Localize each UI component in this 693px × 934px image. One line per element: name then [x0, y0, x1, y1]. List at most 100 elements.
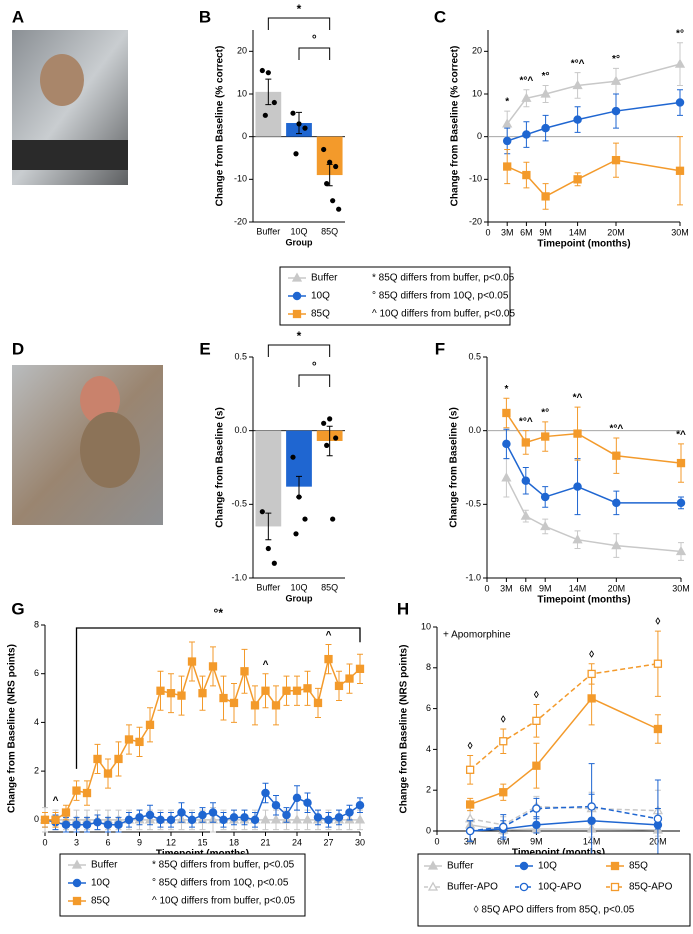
significance-label: ° — [312, 359, 317, 373]
marker — [540, 492, 550, 502]
marker — [610, 75, 622, 85]
marker — [313, 813, 323, 822]
marker — [334, 681, 344, 691]
marker — [573, 482, 582, 491]
marker — [611, 106, 621, 116]
marker — [156, 686, 165, 695]
marker — [612, 498, 621, 508]
y-tick-label: 20 — [472, 46, 482, 56]
x-tick-label: 3M — [500, 583, 513, 593]
marker — [61, 808, 71, 817]
significance-label: * — [297, 2, 302, 16]
point — [330, 198, 336, 204]
legend-note: ^ 10Q differs from buffer, p<0.05 — [372, 309, 515, 320]
x-tick-label: 0 — [42, 837, 47, 847]
marker — [177, 691, 186, 700]
marker — [572, 79, 583, 90]
legend-marker — [292, 291, 302, 301]
x-tick-label: 14M — [569, 227, 587, 237]
significance-label: ^ — [263, 659, 269, 670]
marker — [271, 800, 281, 810]
y-axis-label: Change from Baseline (NRS points) — [7, 644, 18, 813]
significance-label: *°^ — [519, 416, 533, 427]
marker — [124, 815, 134, 825]
series-line — [470, 805, 659, 832]
legend-label: 85Q — [629, 861, 648, 872]
marker — [250, 815, 260, 825]
marker — [520, 510, 531, 520]
x-axis-label: Group — [286, 593, 313, 603]
x-axis-label: Timepoint (months) — [537, 239, 630, 250]
marker — [503, 162, 512, 171]
legend-label: 10Q — [311, 291, 330, 302]
marker — [291, 814, 303, 824]
marker — [156, 815, 165, 825]
marker — [271, 701, 281, 710]
point — [296, 121, 302, 127]
marker — [208, 662, 218, 671]
marker — [198, 689, 207, 698]
significance-label: ° — [312, 32, 317, 46]
x-tick-label: Buffer — [256, 582, 280, 592]
y-tick-label: 6 — [34, 668, 39, 678]
x-tick-label: 12 — [166, 837, 176, 847]
legend-marker — [610, 861, 620, 871]
marker — [135, 813, 144, 822]
y-tick-label: 6 — [426, 703, 431, 713]
y-tick-label: 10 — [421, 621, 431, 631]
marker — [250, 701, 260, 710]
x-tick-label: 15 — [197, 837, 207, 847]
marker — [540, 88, 551, 98]
x-tick-label: 30 — [355, 837, 365, 847]
x-tick-label: 27 — [323, 837, 333, 847]
x-tick-label: 9M — [539, 227, 552, 237]
point — [259, 67, 265, 74]
point — [333, 435, 339, 441]
y-tick-label: 0 — [477, 131, 482, 141]
y-tick-label: 10 — [472, 88, 482, 98]
significance-bracket — [298, 374, 331, 387]
marker — [653, 814, 663, 824]
legend-box — [279, 266, 511, 326]
point — [330, 516, 336, 522]
legend-marker — [292, 309, 302, 319]
legend-marker — [519, 861, 529, 871]
marker — [522, 130, 531, 139]
panel-label: H — [397, 599, 409, 618]
legend-label: 10Q-APO — [538, 882, 582, 893]
panel-label: D — [12, 339, 24, 358]
point — [336, 206, 342, 212]
marker — [587, 802, 596, 811]
y-tick-label: -1.0 — [465, 572, 481, 582]
point — [321, 146, 327, 153]
marker — [114, 820, 123, 829]
marker — [532, 761, 541, 770]
marker — [572, 534, 583, 544]
x-tick-label: 85Q — [321, 226, 338, 236]
legend-label: 85Q — [311, 309, 330, 320]
significance-bracket — [75, 627, 361, 769]
marker — [240, 667, 249, 676]
bar — [255, 430, 282, 527]
subtitle: + Apomorphine — [443, 630, 511, 641]
series-line — [506, 159, 681, 198]
significance-label: *° — [612, 54, 620, 65]
point — [265, 70, 271, 76]
panel-label: B — [199, 7, 211, 26]
x-tick-label: 9 — [137, 837, 142, 847]
panel-label: G — [11, 599, 24, 618]
photo-d — [12, 365, 163, 525]
marker — [187, 815, 197, 825]
y-axis-label: Change from Baseline (s) — [215, 407, 226, 528]
significance-bracket — [298, 47, 331, 60]
marker — [219, 693, 228, 703]
legend-label: 85Q — [91, 896, 110, 907]
panel-label: C — [434, 7, 446, 26]
marker — [103, 820, 113, 829]
marker — [124, 735, 134, 744]
point — [327, 416, 333, 422]
series-line — [470, 805, 658, 826]
x-tick-label: 9M — [539, 583, 552, 593]
marker — [82, 820, 92, 829]
